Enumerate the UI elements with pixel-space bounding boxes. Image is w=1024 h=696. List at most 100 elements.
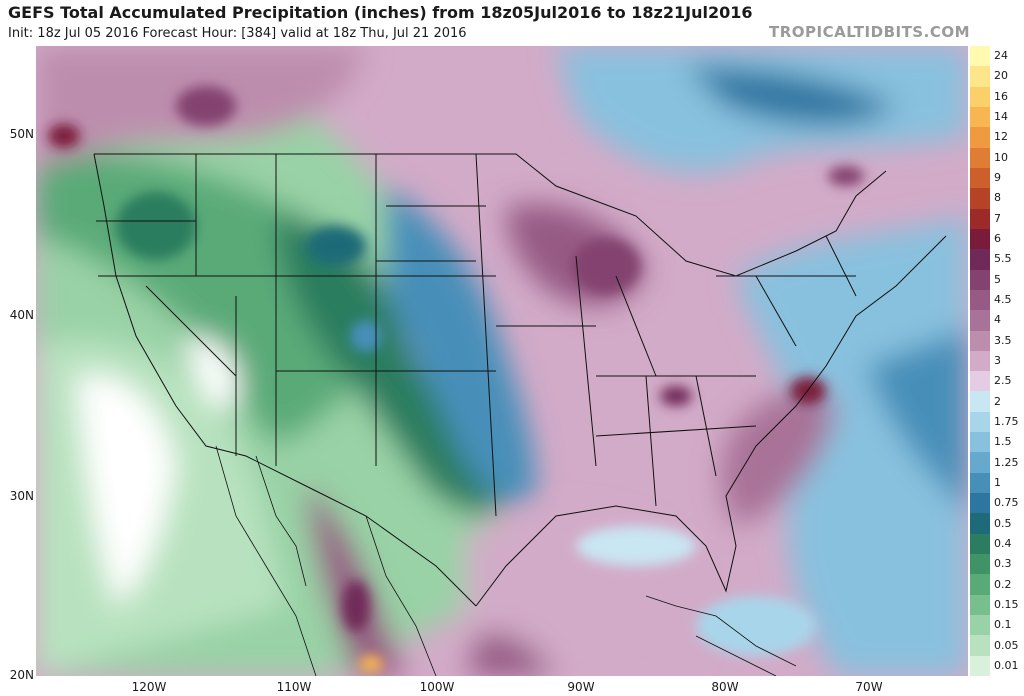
colorbar-level: 0.1 xyxy=(970,615,1024,636)
colorbar-label: 5 xyxy=(994,272,1001,286)
colorbar-swatch xyxy=(970,228,990,250)
colorbar-swatch xyxy=(970,655,990,676)
colorbar-swatch xyxy=(970,106,990,128)
lat-label-50n: 50N xyxy=(9,127,34,141)
colorbar-swatch xyxy=(970,127,990,148)
colorbar-label: 0.3 xyxy=(994,557,1012,571)
colorbar-level: 7 xyxy=(970,208,1024,229)
colorbar-swatch xyxy=(970,533,990,555)
colorbar-label: 0.2 xyxy=(994,577,1012,591)
lon-label-70w: 70W xyxy=(855,680,883,694)
colorbar-swatch xyxy=(970,147,990,168)
colorbar-label: 0.1 xyxy=(994,618,1012,632)
colorbar-level: 0.3 xyxy=(970,554,1024,575)
colorbar-level: 1.25 xyxy=(970,452,1024,473)
colorbar-swatch xyxy=(970,554,990,575)
colorbar-level: 0.2 xyxy=(970,574,1024,595)
colorbar-label: 16 xyxy=(994,89,1008,103)
colorbar-level: 1.75 xyxy=(970,411,1024,433)
colorbar-label: 12 xyxy=(994,130,1008,144)
colorbar-swatch xyxy=(970,635,990,656)
colorbar-swatch xyxy=(970,493,990,514)
colorbar-swatch xyxy=(970,513,990,534)
colorbar-swatch xyxy=(970,249,990,270)
lat-label-30n: 30N xyxy=(9,489,34,503)
colorbar-swatch xyxy=(970,615,990,636)
colorbar-label: 0.05 xyxy=(994,638,1019,652)
map-subtitle: Init: 18z Jul 05 2016 Forecast Hour: [38… xyxy=(8,26,467,41)
colorbar-swatch xyxy=(970,574,990,595)
colorbar-swatch xyxy=(970,86,990,107)
map-title: GEFS Total Accumulated Precipitation (in… xyxy=(8,3,753,22)
colorbar-label: 5.5 xyxy=(994,252,1012,266)
colorbar-swatch xyxy=(970,411,990,433)
colorbar-level: 9 xyxy=(970,167,1024,189)
colorbar-swatch xyxy=(970,330,990,351)
precipitation-map xyxy=(36,46,968,676)
lon-label-100w: 100W xyxy=(419,680,455,694)
lon-label-80w: 80W xyxy=(711,680,739,694)
colorbar-level: 0.4 xyxy=(970,533,1024,555)
lon-label-110w: 110W xyxy=(276,680,312,694)
colorbar-level: 0.75 xyxy=(970,493,1024,514)
colorbar-label: 7 xyxy=(994,211,1001,225)
colorbar-level: 1 xyxy=(970,472,1024,494)
colorbar-swatch xyxy=(970,46,990,67)
colorbar-label: 2 xyxy=(994,394,1001,408)
colorbar-swatch xyxy=(970,594,990,616)
colorbar-label: 4.5 xyxy=(994,293,1012,307)
colorbar-level: 24 xyxy=(970,46,1024,67)
colorbar-level: 0.15 xyxy=(970,594,1024,616)
colorbar-swatch xyxy=(970,391,990,412)
source-credit: TROPICALTIDBITS.COM xyxy=(769,23,970,41)
colorbar-label: 1.5 xyxy=(994,435,1012,449)
colorbar-label: 24 xyxy=(994,49,1008,63)
colorbar-level: 3 xyxy=(970,350,1024,372)
lon-label-90w: 90W xyxy=(567,680,595,694)
colorbar-label: 9 xyxy=(994,171,1001,185)
colorbar-label: 4 xyxy=(994,313,1001,327)
colorbar-label: 0.15 xyxy=(994,597,1019,611)
colorbar-swatch xyxy=(970,432,990,453)
colorbar-label: 1 xyxy=(994,475,1001,489)
colorbar-level: 6 xyxy=(970,228,1024,250)
colorbar-level: 14 xyxy=(970,106,1024,128)
colorbar-swatch xyxy=(970,167,990,189)
colorbar-level: 0.01 xyxy=(970,655,1024,676)
colorbar-label: 20 xyxy=(994,69,1008,83)
precipitation-colorbar: 24 20 16 14 12 10 9 8 7 6 5.5 5 4.5 4 3.5 3 2.5 2 1.75 1.5 1… xyxy=(970,46,1024,676)
colorbar-swatch xyxy=(970,371,990,392)
colorbar-swatch xyxy=(970,310,990,331)
colorbar-swatch xyxy=(970,188,990,209)
colorbar-label: 3.5 xyxy=(994,333,1012,347)
colorbar-label: 0.4 xyxy=(994,536,1012,550)
colorbar-level: 4.5 xyxy=(970,289,1024,311)
lon-label-120w: 120W xyxy=(131,680,167,694)
colorbar-swatch xyxy=(970,472,990,494)
colorbar-label: 0.75 xyxy=(994,496,1019,510)
colorbar-level: 4 xyxy=(970,310,1024,331)
colorbar-label: 0.5 xyxy=(994,516,1012,530)
colorbar-label: 8 xyxy=(994,191,1001,205)
colorbar-label: 3 xyxy=(994,353,1001,367)
colorbar-level: 3.5 xyxy=(970,330,1024,351)
colorbar-swatch xyxy=(970,350,990,372)
colorbar-swatch xyxy=(970,452,990,473)
colorbar-swatch xyxy=(970,208,990,229)
colorbar-swatch xyxy=(970,289,990,311)
colorbar-label: 14 xyxy=(994,110,1008,124)
colorbar-swatch xyxy=(970,66,990,87)
colorbar-swatch xyxy=(970,269,990,290)
colorbar-label: 0.01 xyxy=(994,658,1019,672)
colorbar-level: 2.5 xyxy=(970,371,1024,392)
lat-label-20n: 20N xyxy=(9,668,34,682)
colorbar-level: 2 xyxy=(970,391,1024,412)
colorbar-level: 12 xyxy=(970,127,1024,148)
colorbar-level: 0.5 xyxy=(970,513,1024,534)
colorbar-label: 1.25 xyxy=(994,455,1019,469)
colorbar-level: 1.5 xyxy=(970,432,1024,453)
lat-label-40n: 40N xyxy=(9,308,34,322)
colorbar-level: 0.05 xyxy=(970,635,1024,656)
colorbar-label: 6 xyxy=(994,232,1001,246)
colorbar-level: 16 xyxy=(970,86,1024,107)
